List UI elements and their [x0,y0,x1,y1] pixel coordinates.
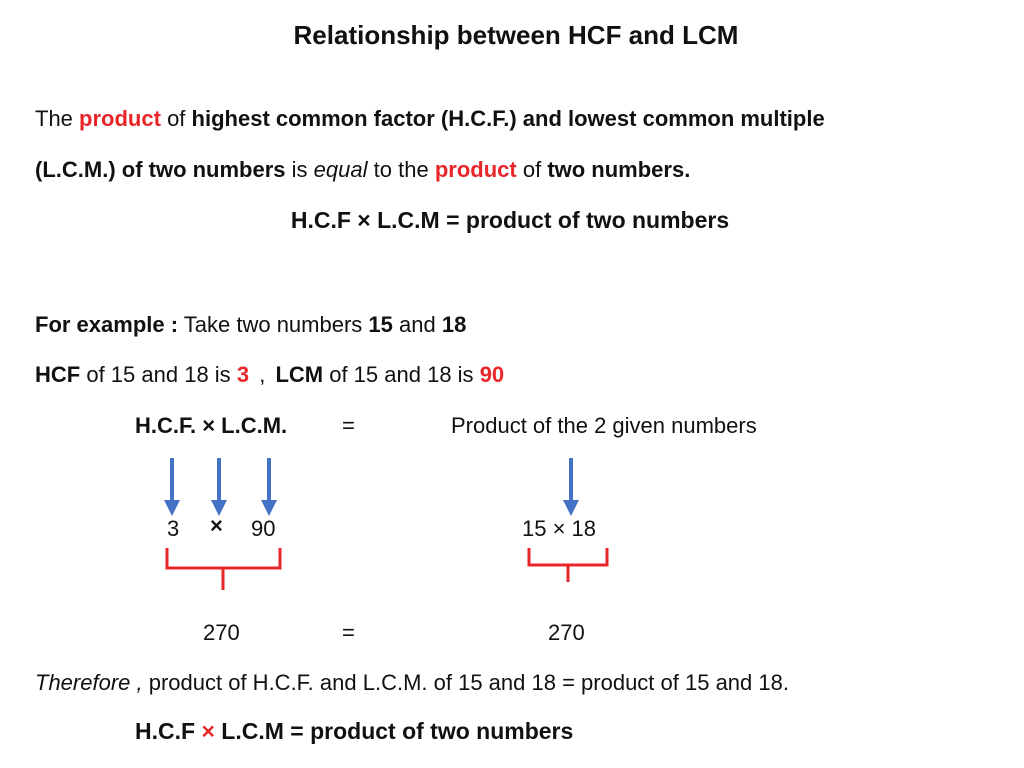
intro-word-of-2: of [522,157,542,182]
final-formula: H.C.F × L.C.M = product of two numbers [135,718,573,745]
right-bracket [527,548,609,582]
lcm-text: of 15 and 18 is [329,362,474,387]
left-times-sign: × [210,513,223,538]
page-title: Relationship between HCF and LCM [293,20,739,50]
equation-right: Product of the 2 given numbers [451,413,757,438]
final-formula-hcf: H.C.F [135,718,196,744]
hcf-comma: , [259,362,266,387]
main-formula: H.C.F × L.C.M = product of two numbers [290,207,730,233]
left-bracket [165,548,282,590]
final-formula-times: × [201,718,215,744]
result-left: 270 [203,620,240,645]
example-label: For example : [35,312,179,337]
hcf-value: 3 [236,362,250,387]
lcm-value: 90 [479,362,505,387]
intro-hcf-lcm-terms: highest common factor (H.C.F.) and lowes… [191,106,825,131]
final-formula-rest: L.C.M = product of two numbers [221,718,574,744]
intro-word-is: is [291,157,308,182]
left-number-a: 3 [167,516,180,541]
intro-product-highlight-2: product [434,157,517,182]
lcm-label: LCM [275,362,324,387]
conclusion-line: Therefore , product of H.C.F. and L.C.M.… [35,670,789,696]
hcf-lcm-line: HCF of 15 and 18 is 3 , LCM of 15 and 18… [35,362,504,388]
intro-word-equal: equal [313,157,368,182]
right-numbers: 15 × 18 [522,516,597,541]
example-line: For example : Take two numbers 15 and 18 [35,312,466,338]
conclusion-therefore: Therefore , [35,670,143,695]
intro-word-to-the: to the [373,157,429,182]
example-number-1: 15 [368,312,393,337]
conclusion-text: product of H.C.F. and L.C.M. of 15 and 1… [148,670,789,695]
result-right: 270 [548,620,585,645]
hcf-label: HCF [35,362,81,387]
hcf-text: of 15 and 18 is [86,362,231,387]
example-number-2: 18 [441,312,467,337]
intro-lcm-two-numbers: (L.C.M.) of two numbers [35,157,286,182]
intro-two-numbers: two numbers. [547,157,691,182]
intro-line-1: The product of highest common factor (H.… [35,106,825,132]
left-number-b: 90 [251,516,276,541]
intro-word-the: The [35,106,73,131]
example-text: Take two numbers [183,312,363,337]
result-equals: = [342,620,355,645]
equation-equals: = [342,413,355,438]
intro-product-highlight: product [79,106,161,131]
equation-left: H.C.F. × L.C.M. [135,413,288,438]
intro-word-of: of [167,106,186,131]
intro-line-2: (L.C.M.) of two numbers is equal to the … [35,157,690,183]
example-and: and [399,312,436,337]
